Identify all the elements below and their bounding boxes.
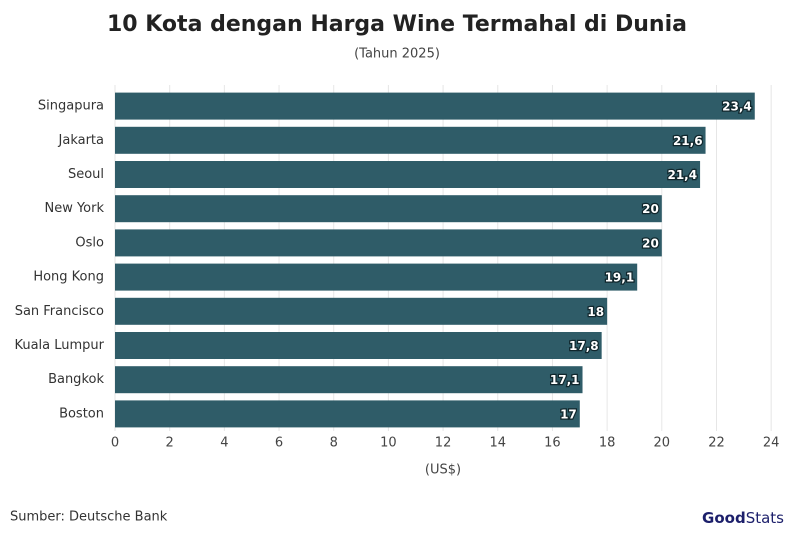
logo: GoodStats [702,509,784,527]
value-label: 19,1 [605,271,635,285]
x-tick-label: 20 [654,436,671,451]
bar [115,229,662,257]
value-label: 21,4 [667,168,697,182]
bar [115,263,638,291]
y-tick-label: Seoul [68,167,104,182]
bar [115,92,755,120]
bar [115,366,583,394]
x-tick-label: 22 [708,436,725,451]
value-label: 20 [642,202,659,216]
x-tick-label: 18 [599,436,616,451]
y-tick-label: Bangkok [48,372,104,387]
bar [115,332,602,359]
bar [115,195,662,223]
y-tick-label: Oslo [75,235,104,250]
y-tick-label: Jakarta [58,133,104,148]
x-tick-label: 16 [544,436,561,451]
chart-title: 10 Kota dengan Harga Wine Termahal di Du… [107,12,687,37]
x-axis-label: (US$) [425,463,461,478]
logo-stats: Stats [746,509,784,527]
value-label: 21,6 [673,134,703,148]
y-tick-label: Kuala Lumpur [14,338,104,353]
y-tick-label: Hong Kong [33,270,104,285]
y-tick-label: Boston [59,406,104,421]
bar [115,297,608,325]
value-label: 17,8 [569,339,599,353]
bar [115,126,706,154]
y-tick-label: Singapura [38,99,104,114]
x-tick-label: 6 [275,436,283,451]
x-tick-label: 8 [330,436,338,451]
x-tick-label: 14 [489,436,506,451]
x-tick-label: 4 [220,436,228,451]
x-tick-label: 12 [435,436,452,451]
bar [115,161,701,188]
value-label: 20 [642,236,659,250]
x-tick-label: 2 [166,436,174,451]
y-tick-label: San Francisco [15,304,104,319]
value-label: 17,1 [550,373,580,387]
bar [115,400,580,428]
chart-subtitle: (Tahun 2025) [354,47,440,62]
logo-good: Good [702,509,746,527]
value-label: 23,4 [722,100,752,114]
value-label: 18 [587,305,604,319]
source: Sumber: Deutsche Bank [10,510,168,525]
x-tick-label: 24 [763,436,780,451]
x-tick-label: 10 [380,436,397,451]
x-tick-label: 0 [111,436,119,451]
y-tick-label: New York [44,201,104,216]
value-label: 17 [560,407,577,421]
